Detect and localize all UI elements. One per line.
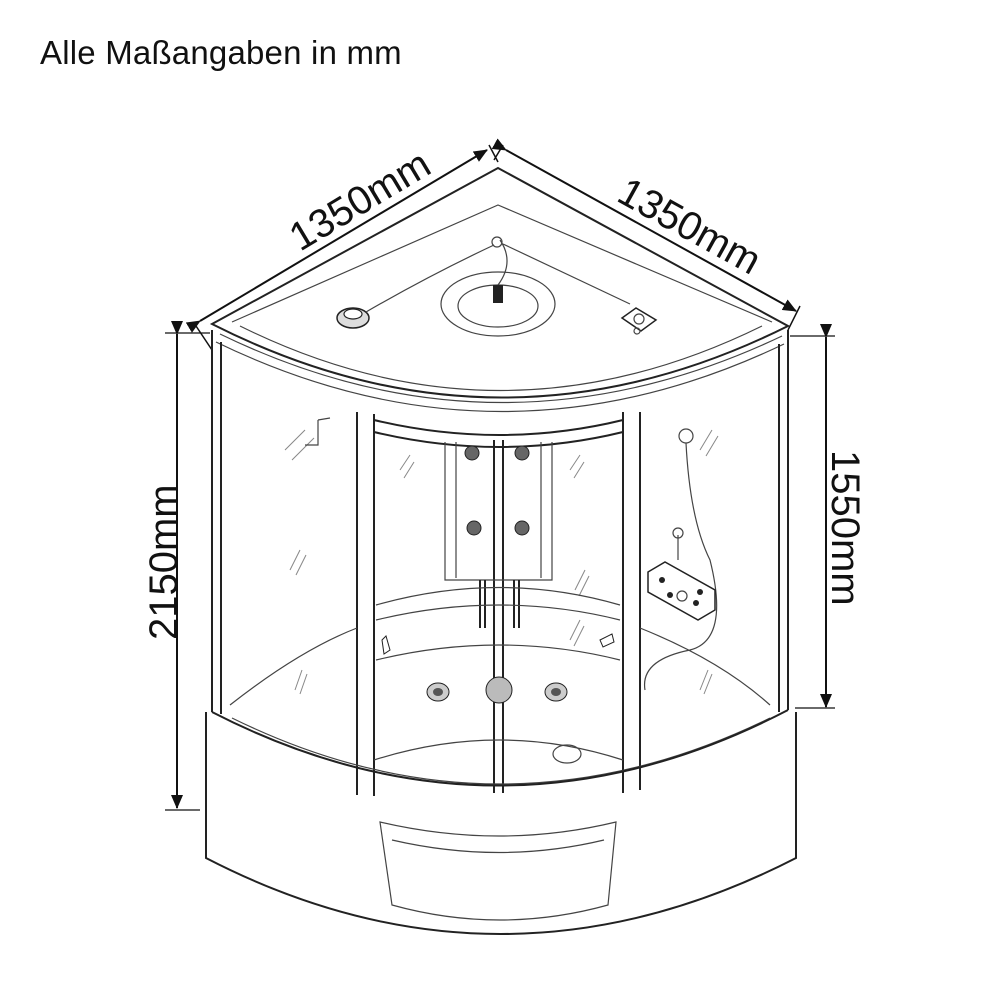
jet-icon — [514, 445, 530, 461]
side-hook — [305, 417, 331, 446]
control-panel — [647, 561, 716, 621]
rain-shower-head — [440, 239, 556, 337]
dimension-label-total-height: 2150mm — [142, 484, 186, 640]
dimension-cabin-height: 1550mm — [790, 324, 867, 709]
cabin-roof — [209, 166, 791, 413]
floor-drain — [552, 744, 582, 764]
tub-base — [205, 709, 797, 935]
jet-icon — [426, 682, 450, 702]
drain-icon — [485, 676, 513, 704]
hand-shower — [643, 428, 718, 691]
body-jets — [464, 445, 530, 536]
glass-reflections — [284, 429, 719, 695]
jet-icon — [464, 445, 480, 461]
dimension-total-height: 2150mm — [142, 321, 210, 811]
jet-icon — [466, 520, 482, 536]
roof-connector — [491, 236, 503, 248]
jet-icon — [544, 682, 568, 702]
roof-fan-icon — [620, 307, 658, 332]
dimension-label-cabin-height: 1550mm — [823, 450, 867, 606]
jet-icon — [514, 520, 530, 536]
roof-light-icon — [336, 307, 370, 329]
inner-tub — [229, 586, 771, 785]
cabin-frame — [211, 330, 789, 796]
dimension-top-right: 1350mm — [491, 138, 801, 331]
page-title: Alle Maßangaben in mm — [40, 34, 402, 71]
dimension-label-top-right: 1350mm — [611, 169, 768, 283]
